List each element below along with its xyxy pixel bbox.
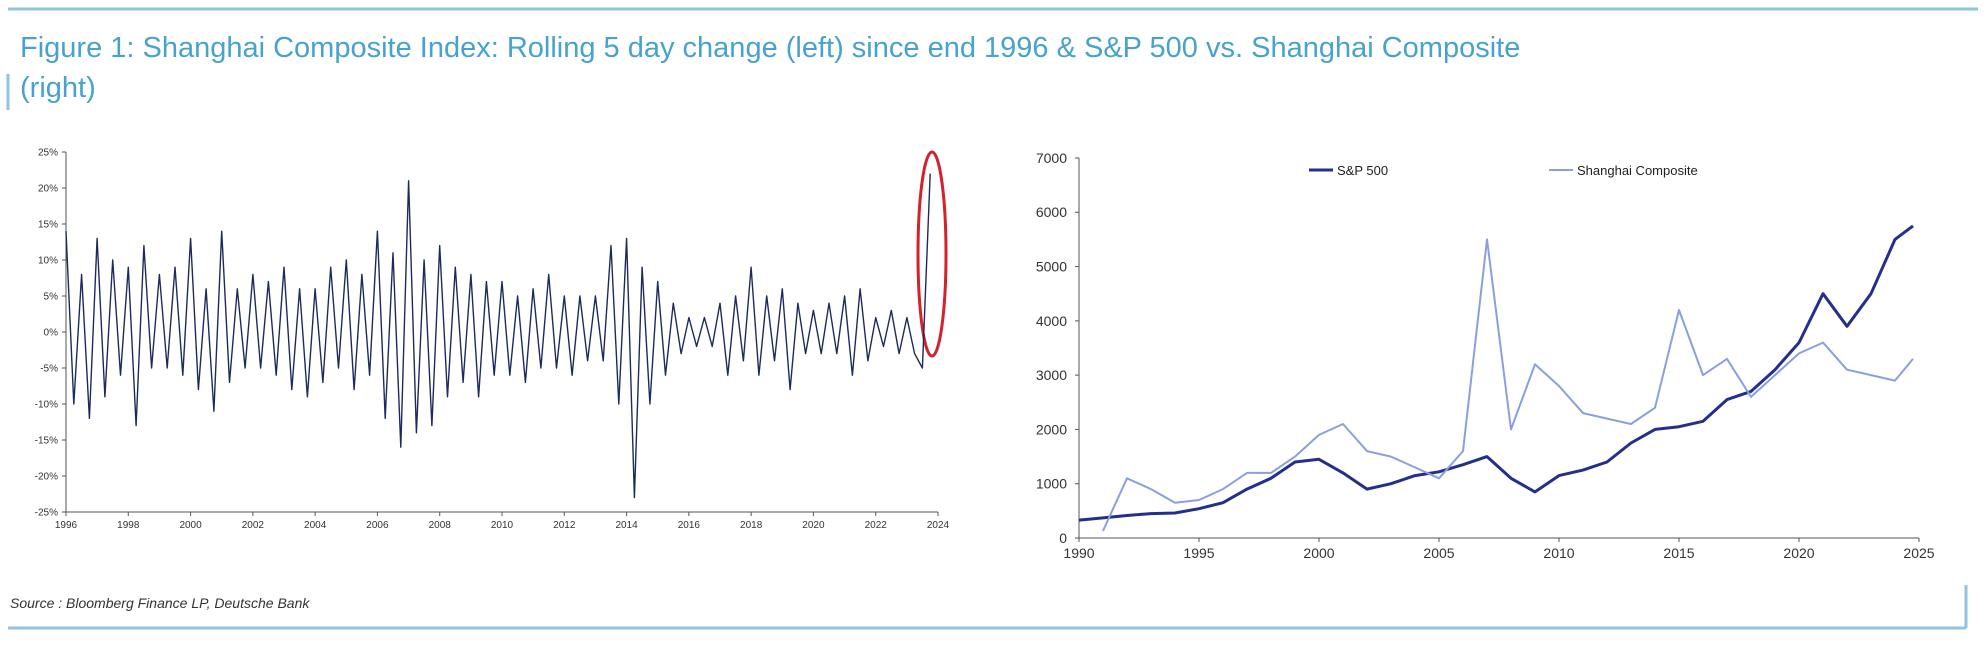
y-tick-label: 0% bbox=[44, 328, 59, 339]
y-tick-label: 0 bbox=[1059, 530, 1067, 546]
chart: -25% -20% -15% -10% -5% 0% 5% 10% 15% 20% 25% 1996 1… bbox=[35, 148, 950, 532]
x-tick-label: 2014 bbox=[615, 520, 638, 531]
y-tick-label: 5000 bbox=[1036, 258, 1067, 274]
y-tick-label: -15% bbox=[35, 436, 58, 447]
chart: 0 1000 2000 3000 4000 5000 6000 7000 1990 1995 200… bbox=[1036, 150, 1935, 561]
title: Figure 1: Shanghai Composite Index: Roll… bbox=[20, 32, 1520, 64]
x-tick-label: 2004 bbox=[304, 520, 327, 531]
y-tick-label: 2000 bbox=[1036, 421, 1067, 437]
y-tick-label: -5% bbox=[40, 364, 58, 375]
x-tick-label: 2012 bbox=[553, 520, 576, 531]
y-tick-label: 3000 bbox=[1036, 367, 1067, 383]
legend-label: S&P 500 bbox=[1337, 163, 1388, 178]
legend-label: Shanghai Composite bbox=[1577, 163, 1698, 178]
x-tick-label: 2022 bbox=[865, 520, 888, 531]
y-tick-label: 15% bbox=[38, 220, 58, 231]
x-tick-label: 2010 bbox=[491, 520, 514, 531]
x-tick-label: 2018 bbox=[740, 520, 763, 531]
y-tick-label: 6000 bbox=[1036, 204, 1067, 220]
y-tick-label: 7000 bbox=[1036, 150, 1067, 166]
x-tick-label: 2005 bbox=[1423, 545, 1454, 561]
source: Source : Bloomberg Finance LP, Deutsche … bbox=[10, 595, 310, 611]
y-tick-label: -25% bbox=[35, 508, 58, 519]
highlight-ellipse bbox=[916, 150, 948, 358]
x-tick-label: 2008 bbox=[429, 520, 452, 531]
x-tick-label: 1998 bbox=[117, 520, 140, 531]
x-tick-label: 2000 bbox=[179, 520, 202, 531]
series-line bbox=[1102, 238, 1914, 532]
x-tick-label: 2016 bbox=[678, 520, 701, 531]
x-tick-label: 2002 bbox=[242, 520, 265, 531]
y-tick-label: 5% bbox=[44, 292, 59, 303]
y-tick-label: 4000 bbox=[1036, 313, 1067, 329]
x-tick-label: 2015 bbox=[1663, 545, 1694, 561]
x-tick-label: 2024 bbox=[927, 520, 950, 531]
x-tick-label: 2010 bbox=[1543, 545, 1574, 561]
x-tick-label: 2006 bbox=[366, 520, 389, 531]
x-tick-label: 1995 bbox=[1183, 545, 1214, 561]
x-tick-label: 2000 bbox=[1303, 545, 1334, 561]
x-tick-label: 1996 bbox=[55, 520, 78, 531]
title-line-2: (right) bbox=[20, 72, 96, 104]
x-tick-label: 2025 bbox=[1903, 545, 1934, 561]
x-tick-label: 2020 bbox=[1783, 545, 1814, 561]
y-tick-label: -20% bbox=[35, 472, 58, 483]
y-tick-label: 25% bbox=[38, 148, 58, 159]
series-line bbox=[1078, 224, 1914, 522]
y-tick-label: 1000 bbox=[1036, 476, 1067, 492]
series-line bbox=[65, 173, 931, 499]
y-tick-label: -10% bbox=[35, 400, 58, 411]
x-tick-label: 2020 bbox=[802, 520, 825, 531]
y-tick-label: 10% bbox=[38, 256, 58, 267]
y-tick-label: 20% bbox=[38, 184, 58, 195]
x-tick-label: 1990 bbox=[1063, 545, 1094, 561]
